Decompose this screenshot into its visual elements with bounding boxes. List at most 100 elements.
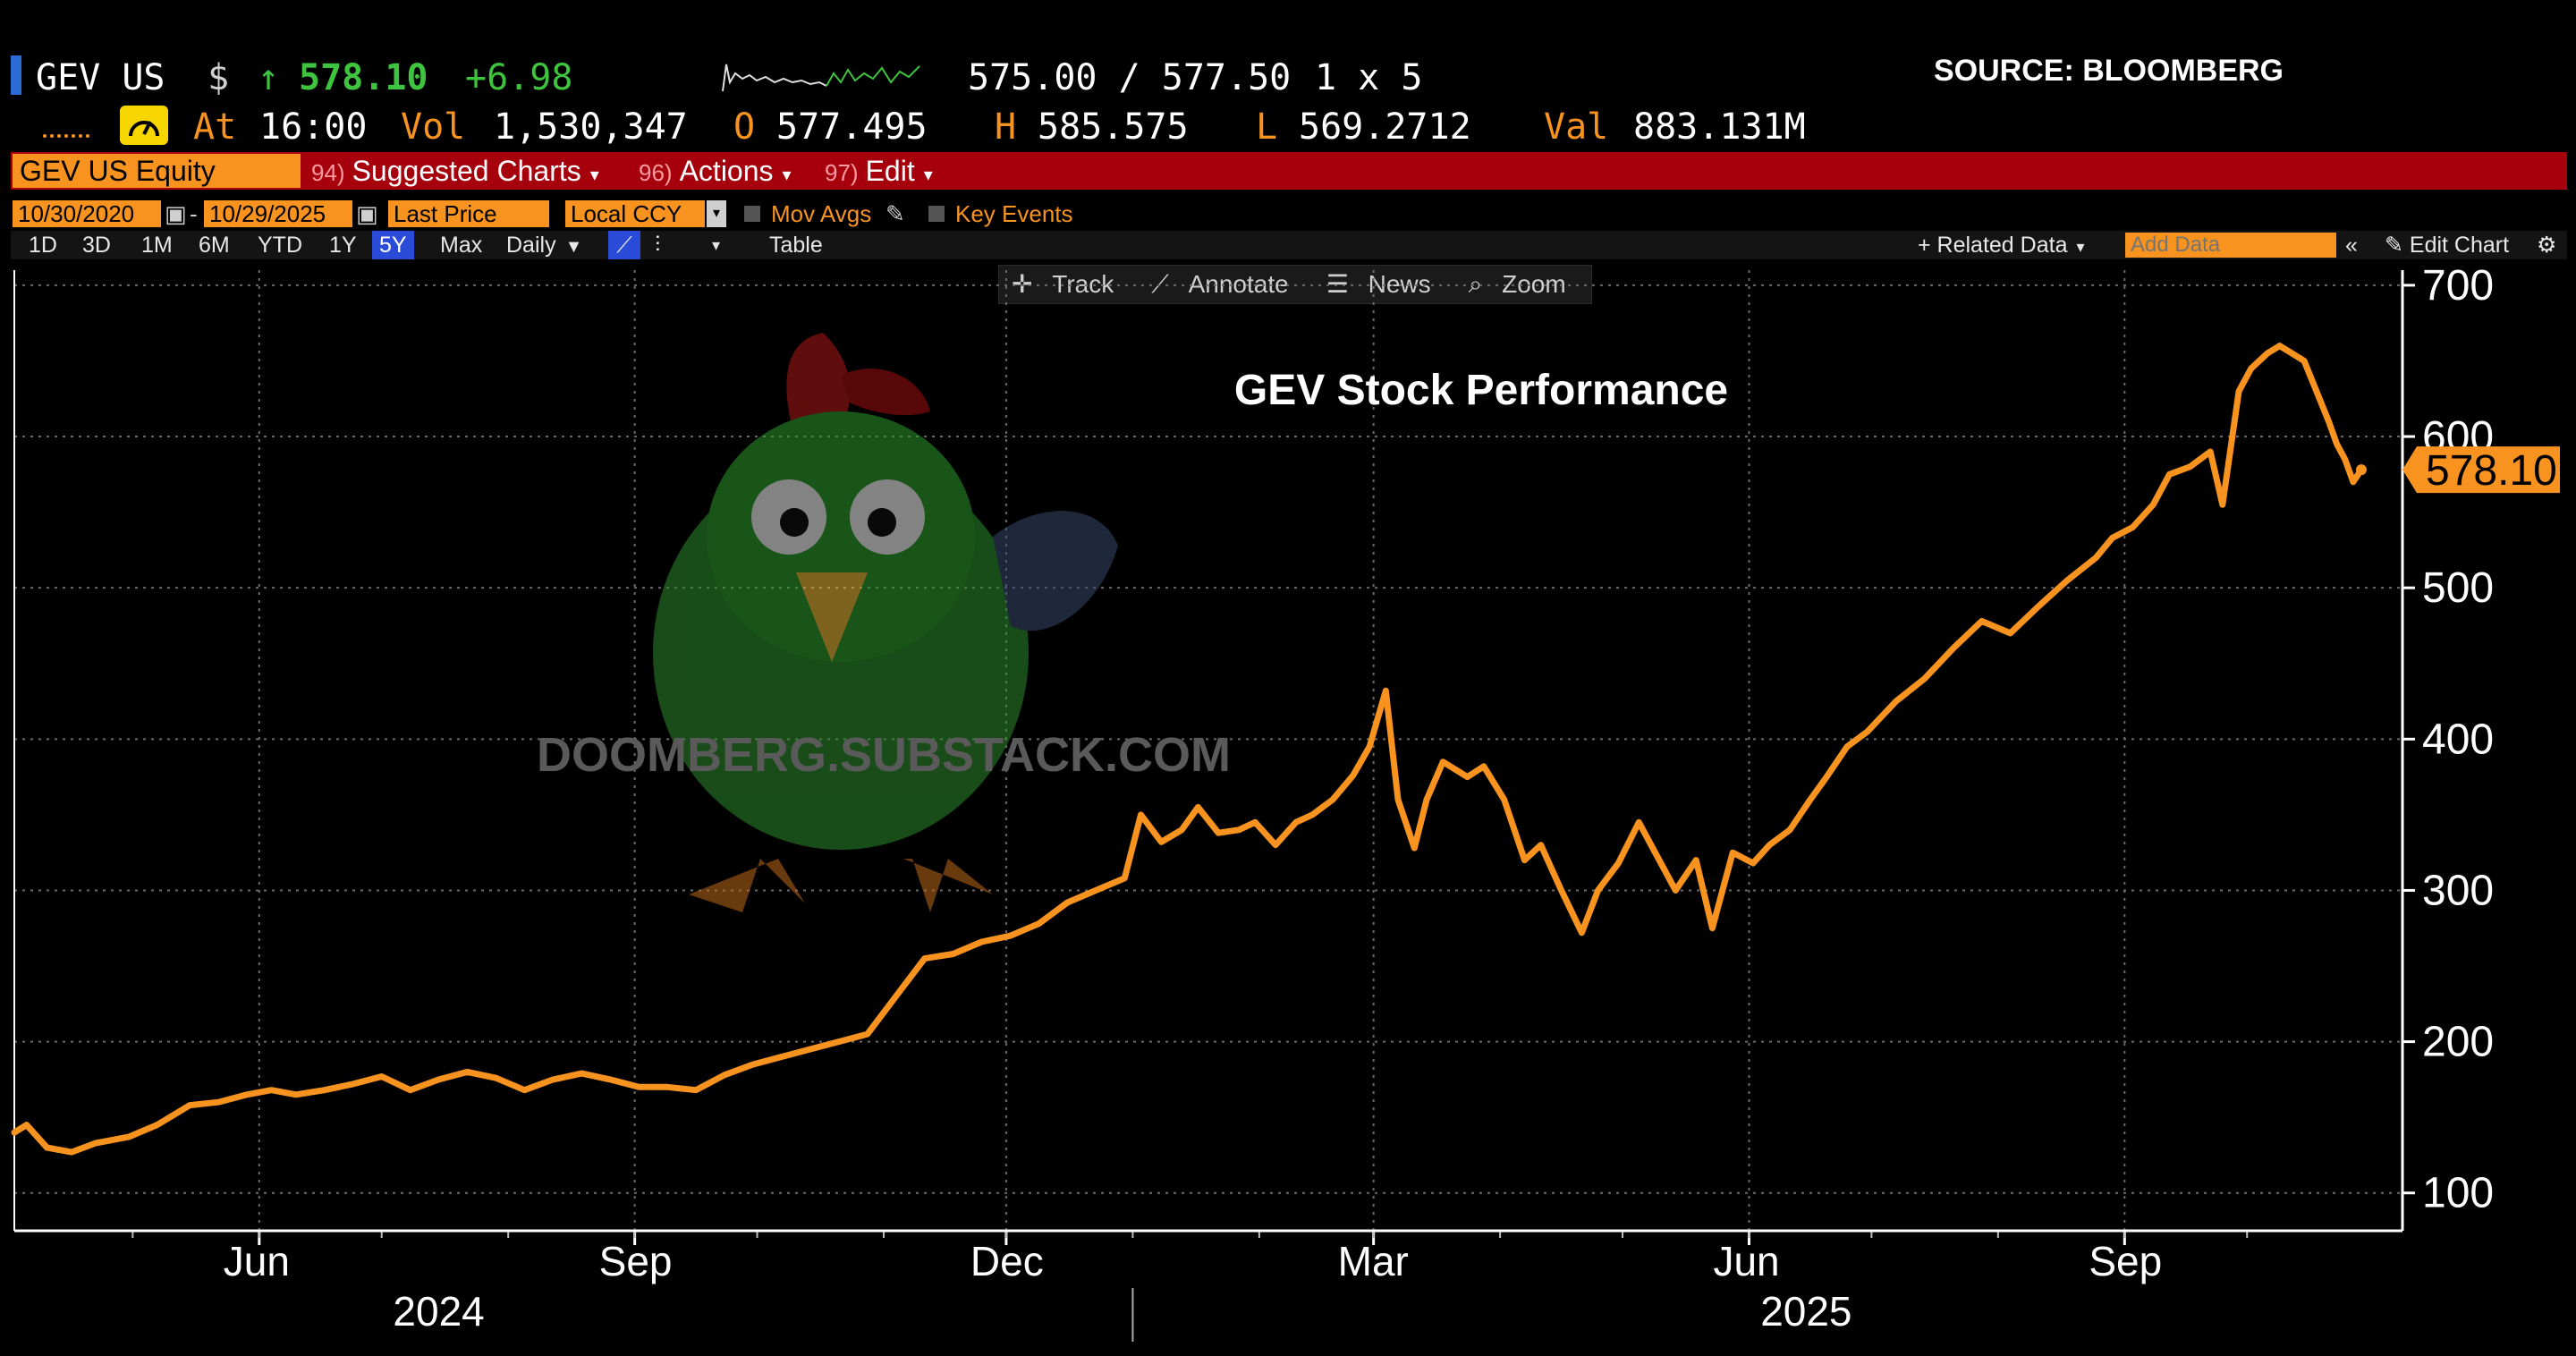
- calendar-icon[interactable]: ▣: [356, 200, 378, 227]
- y-tick-label: 100: [2422, 1170, 2494, 1217]
- style-dropdown-icon[interactable]: ▾: [712, 236, 721, 254]
- annotate-button[interactable]: ⟋ Annotate: [1139, 270, 1314, 298]
- at-label: At: [193, 106, 237, 148]
- traded-value: 883.131M: [1633, 106, 1806, 148]
- volume: 1,530,347: [494, 106, 688, 148]
- mov-avgs-checkbox[interactable]: [744, 206, 760, 222]
- price-line: [11, 343, 2365, 1156]
- actions-label: Actions: [679, 155, 774, 187]
- high-label: H: [995, 106, 1017, 148]
- y-tick-label: 200: [2422, 1019, 2494, 1066]
- news-label: News: [1368, 270, 1431, 298]
- line-chart-icon[interactable]: ⟋: [608, 231, 640, 259]
- last-price: 578.10: [299, 57, 428, 98]
- edit-num: 97): [825, 159, 859, 186]
- range-max[interactable]: Max: [440, 233, 483, 258]
- y-tick-label: 500: [2422, 564, 2494, 612]
- watermark-text: DOOMBERG.SUBSTACK.COM: [537, 728, 1231, 782]
- last-point: [2356, 464, 2367, 476]
- settings-gear-icon[interactable]: ⚙: [2537, 233, 2557, 258]
- val-label: Val: [1544, 106, 1609, 148]
- axes: 100 200 300 400 500 600 700 Jun Sep Dec Mar Jun Sep 2…: [13, 262, 2560, 1342]
- x-tick-label: Sep: [2089, 1238, 2162, 1284]
- range-1y[interactable]: 1Y: [329, 233, 357, 258]
- range-6m[interactable]: 6M: [199, 233, 230, 258]
- key-events-checkbox[interactable]: [928, 206, 945, 222]
- suggested-charts-menu[interactable]: 94) Suggested Charts ▾: [311, 152, 599, 190]
- related-data-label: + Related Data: [1918, 233, 2068, 258]
- source-label: SOURCE: BLOOMBERG: [1934, 54, 2284, 88]
- up-arrow-icon: ↑: [258, 57, 280, 98]
- open-price: 577.495: [776, 106, 928, 148]
- range-5y[interactable]: 5Y: [372, 231, 414, 259]
- pencil-icon: ✎: [2385, 233, 2410, 258]
- y-tick-label: 700: [2422, 262, 2494, 309]
- chart-grid: [14, 270, 2402, 1231]
- ticker[interactable]: GEV US: [36, 57, 165, 98]
- key-events-label[interactable]: Key Events: [955, 200, 1073, 227]
- suggested-charts-label: Suggested Charts: [352, 155, 581, 187]
- y-tick-label: 600: [2422, 413, 2494, 461]
- price-change: +6.98: [465, 57, 573, 98]
- range-1d[interactable]: 1D: [29, 233, 57, 258]
- dropdown-arrow-icon[interactable]: ▾: [707, 200, 726, 227]
- ticker-marker: [11, 55, 21, 95]
- range-ytd[interactable]: YTD: [258, 233, 302, 258]
- track-button[interactable]: ✛ Track: [999, 270, 1139, 298]
- edit-menu[interactable]: 97) Edit ▾: [825, 152, 933, 190]
- bar-style-icon[interactable]: ⫶: [655, 233, 661, 258]
- edit-chart-label: Edit Chart: [2409, 233, 2510, 258]
- range-3d[interactable]: 3D: [82, 233, 111, 258]
- year-label: 2024: [393, 1288, 484, 1335]
- dots-icon: [43, 129, 89, 138]
- news-button[interactable]: ☰ News: [1314, 270, 1456, 298]
- zoom-label: Zoom: [1502, 270, 1566, 298]
- edit-chart-button[interactable]: ✎ Edit Chart: [2385, 231, 2509, 259]
- x-tick-label: Dec: [970, 1238, 1044, 1284]
- x-tick-label: Mar: [1338, 1238, 1409, 1284]
- actions-num: 96): [639, 159, 673, 186]
- year-label: 2025: [1760, 1288, 1852, 1335]
- collapse-icon[interactable]: «: [2345, 233, 2358, 258]
- gauge-icon[interactable]: [120, 106, 168, 145]
- start-date-field[interactable]: 10/30/2020: [13, 200, 161, 227]
- security-field[interactable]: GEV US Equity: [13, 154, 301, 188]
- menu-bar: [11, 152, 2567, 190]
- table-button[interactable]: Table: [769, 233, 823, 258]
- mov-avgs-label[interactable]: Mov Avgs: [771, 200, 872, 227]
- date-dash: -: [190, 200, 198, 227]
- annotate-label: Annotate: [1188, 270, 1289, 298]
- y-tick-label: 400: [2422, 716, 2494, 763]
- zoom-button[interactable]: ⌕ Zoom: [1456, 270, 1591, 298]
- open-label: O: [733, 106, 756, 148]
- x-tick-label: Jun: [1713, 1238, 1779, 1284]
- range-1m[interactable]: 1M: [141, 233, 173, 258]
- frequency-select[interactable]: Daily ▼: [506, 231, 582, 259]
- end-date-field[interactable]: 10/29/2025: [204, 200, 352, 227]
- quote-time: 16:00: [259, 106, 368, 148]
- track-label: Track: [1052, 270, 1114, 298]
- field-select[interactable]: Last Price: [388, 200, 549, 227]
- chart-tools: ✛ Track ⟋ Annotate ☰ News ⌕ Zoom: [998, 265, 1592, 304]
- x-tick-label: Sep: [599, 1238, 673, 1284]
- low-price: 569.2712: [1299, 106, 1471, 148]
- intraday-sparkline: [722, 64, 920, 92]
- pencil-icon[interactable]: ✎: [886, 200, 905, 227]
- suggested-charts-num: 94): [311, 159, 345, 186]
- vol-label: Vol: [401, 106, 466, 148]
- dropdown-arrow-icon: ▾: [2076, 238, 2085, 256]
- chart-title: GEV Stock Performance: [1234, 367, 1728, 414]
- add-data-input[interactable]: [2125, 233, 2336, 258]
- dropdown-arrow-icon: ▾: [782, 165, 792, 185]
- high-price: 585.575: [1038, 106, 1189, 148]
- actions-menu[interactable]: 96) Actions ▾: [639, 152, 792, 190]
- dropdown-arrow-icon: ▾: [589, 165, 599, 185]
- currency-symbol: $: [208, 57, 230, 98]
- low-label: L: [1256, 106, 1278, 148]
- last-value-tag: [2402, 446, 2560, 494]
- calendar-icon[interactable]: ▣: [165, 200, 187, 227]
- chicken-watermark-logo: [653, 333, 1118, 912]
- related-data-button[interactable]: + Related Data ▾: [1918, 231, 2085, 259]
- currency-select[interactable]: Local CCY: [565, 200, 705, 227]
